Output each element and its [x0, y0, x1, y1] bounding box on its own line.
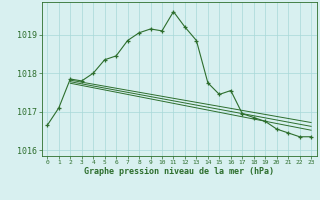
X-axis label: Graphe pression niveau de la mer (hPa): Graphe pression niveau de la mer (hPa) [84, 167, 274, 176]
